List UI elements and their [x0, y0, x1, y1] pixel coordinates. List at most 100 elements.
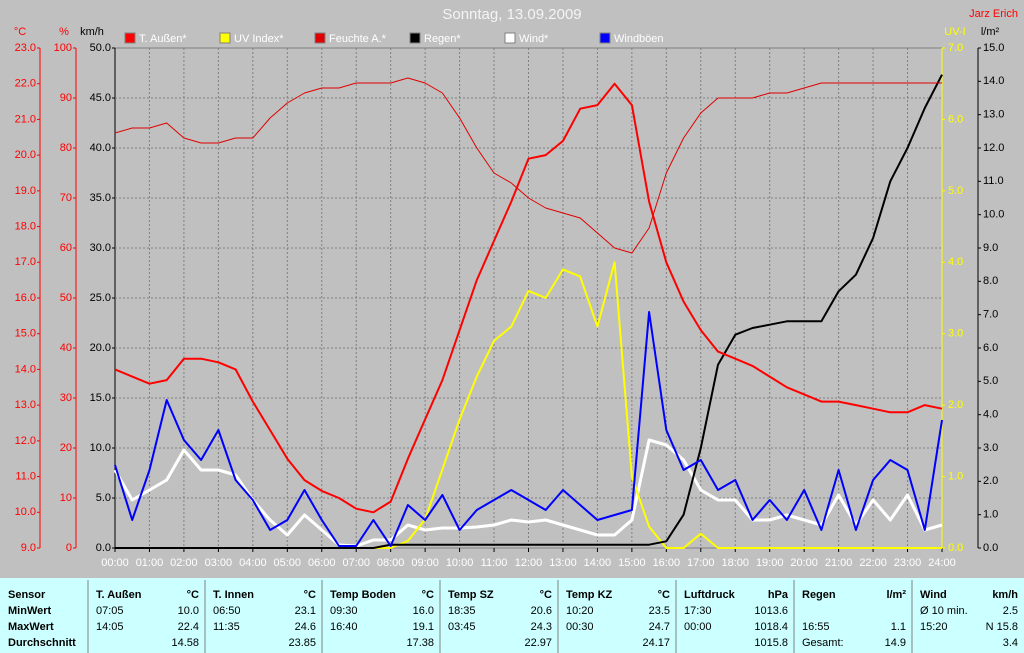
axis-title: km/h	[80, 26, 104, 38]
x-tick-label: 14:00	[584, 557, 612, 569]
cell-time: 16:55	[802, 621, 830, 633]
y-tick-label: 3.0	[948, 328, 963, 340]
credit: Jarz Erich	[969, 8, 1018, 20]
axis-title: °C	[14, 26, 26, 38]
y-tick-label: 2.0	[948, 399, 963, 411]
cell-value: 1013.6	[754, 605, 788, 617]
y-tick-label: 20	[60, 442, 72, 454]
y-tick-label: 5.0	[983, 375, 998, 387]
cell-value: 23.1	[295, 605, 316, 617]
cell-value: 24.7	[649, 621, 670, 633]
y-tick-label: 6.0	[948, 113, 963, 125]
row-label: MaxWert	[8, 621, 54, 633]
cell-value: 1.1	[891, 621, 906, 633]
cell-time: 03:45	[448, 621, 476, 633]
cell-value: 17.38	[406, 637, 434, 649]
x-tick-label: 09:00	[411, 557, 439, 569]
column-header: Sensor	[8, 589, 46, 601]
y-tick-label: 50	[60, 292, 72, 304]
y-tick-label: 10.0	[983, 209, 1004, 221]
legend-label: Regen*	[424, 33, 461, 45]
x-tick-label: 21:00	[825, 557, 853, 569]
row-label: MinWert	[8, 605, 52, 617]
series-line	[114, 77, 942, 254]
column-unit: km/h	[992, 589, 1018, 601]
series-line	[114, 82, 943, 514]
x-tick-label: 02:00	[170, 557, 198, 569]
cell-value: 24.6	[295, 621, 316, 633]
x-tick-label: 22:00	[859, 557, 887, 569]
cell-value: 10.0	[178, 605, 199, 617]
cell-time: 07:05	[96, 605, 124, 617]
series-line	[114, 311, 943, 547]
x-tick-label: 17:00	[687, 557, 715, 569]
legend-swatch	[504, 32, 516, 44]
y-tick-label: 1.0	[983, 509, 998, 521]
column-unit: °C	[658, 589, 670, 601]
cell-value: 24.17	[642, 637, 670, 649]
x-tick-label: 06:00	[308, 557, 336, 569]
y-tick-label: 25.0	[90, 292, 111, 304]
y-tick-label: 11.0	[15, 470, 36, 482]
y-tick-label: 5.0	[948, 185, 963, 197]
y-tick-label: 0.0	[948, 542, 963, 554]
y-tick-label: 22.0	[15, 78, 36, 90]
cell-time: 06:50	[213, 605, 241, 617]
x-tick-label: 05:00	[274, 557, 302, 569]
legend-label: Feuchte A.*	[329, 33, 387, 45]
column-header: Temp KZ	[566, 589, 613, 601]
axis-title: UV-I	[944, 26, 965, 38]
column-header: Temp SZ	[448, 589, 494, 601]
legend-label: T. Außen*	[139, 33, 187, 45]
cell-value: 1018.4	[754, 621, 788, 633]
cell-value: 20.6	[531, 605, 552, 617]
axis-title: %	[59, 26, 69, 38]
x-tick-label: 01:00	[136, 557, 164, 569]
y-tick-label: 20.0	[90, 342, 111, 354]
x-tick-label: 08:00	[377, 557, 405, 569]
y-tick-label: 14.0	[983, 75, 1004, 87]
cell-value: 23.5	[649, 605, 670, 617]
column-header: Luftdruck	[684, 589, 736, 601]
y-tick-label: 21.0	[15, 113, 36, 125]
x-tick-label: 16:00	[653, 557, 681, 569]
y-tick-label: 8.0	[983, 275, 998, 287]
y-tick-label: 30	[60, 392, 72, 404]
table-background	[0, 578, 1024, 653]
x-tick-label: 23:00	[894, 557, 922, 569]
cell-value: 16.0	[413, 605, 434, 617]
cell-time: 09:30	[330, 605, 358, 617]
x-tick-label: 24:00	[928, 557, 956, 569]
cell-time: Ø 10 min.	[920, 605, 968, 617]
cell-time: 15:20	[920, 621, 948, 633]
y-tick-label: 10.0	[15, 506, 36, 518]
cell-value: 1015.8	[754, 637, 788, 649]
cell-value: 14.9	[885, 637, 906, 649]
cell-value: N 15.8	[986, 621, 1018, 633]
x-tick-label: 03:00	[205, 557, 233, 569]
cell-time: Gesamt:	[802, 637, 844, 649]
y-tick-label: 0.0	[983, 542, 998, 554]
cell-time: 14:05	[96, 621, 124, 633]
y-tick-label: 30.0	[90, 242, 111, 254]
x-tick-label: 10:00	[446, 557, 474, 569]
legend-swatch	[314, 32, 326, 44]
y-tick-label: 23.0	[15, 42, 36, 54]
legend-label: Wind*	[519, 33, 549, 45]
y-tick-label: 4.0	[983, 409, 998, 421]
y-tick-label: 16.0	[15, 292, 36, 304]
x-tick-label: 20:00	[790, 557, 818, 569]
cell-time: 00:00	[684, 621, 712, 633]
legend-label: UV Index*	[234, 33, 284, 45]
y-tick-label: 11.0	[983, 175, 1004, 187]
y-tick-label: 40	[60, 342, 72, 354]
cell-value: 14.58	[171, 637, 199, 649]
cell-time: 00:30	[566, 621, 594, 633]
y-tick-label: 15.0	[15, 328, 36, 340]
x-tick-label: 00:00	[101, 557, 129, 569]
y-tick-label: 4.0	[948, 256, 963, 268]
cell-value: 19.1	[413, 621, 434, 633]
column-unit: °C	[304, 589, 316, 601]
y-tick-label: 70	[60, 192, 72, 204]
